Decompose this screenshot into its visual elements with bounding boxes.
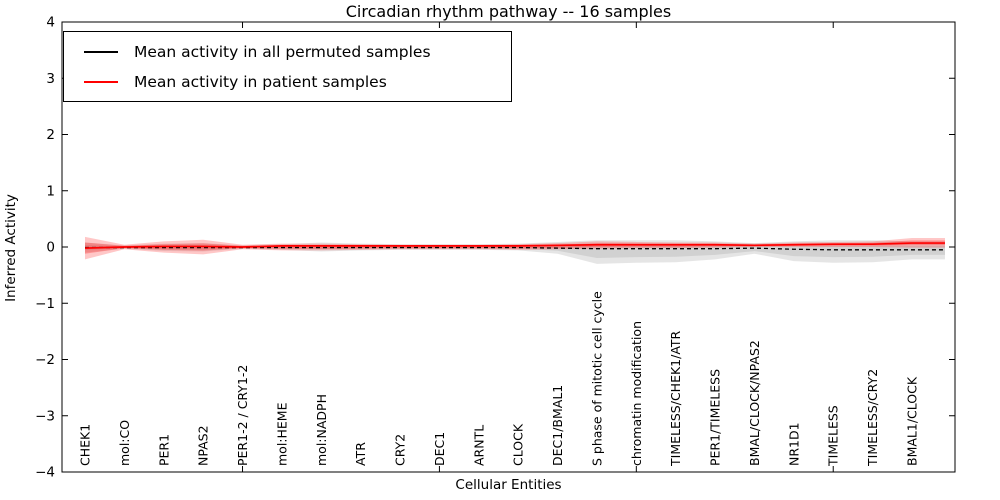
category-label: S phase of mitotic cell cycle: [589, 291, 604, 466]
legend-label-permuted: Mean activity in all permuted samples: [134, 42, 431, 61]
permuted-mean-line: [85, 246, 945, 251]
category-label: BMAL1/CLOCK: [904, 376, 919, 466]
category-label: BMAL/CLOCK/NPAS2: [747, 340, 762, 466]
category-label: PER1/TIMELESS: [708, 369, 723, 466]
category-label: NR1D1: [786, 422, 801, 466]
legend-item-patient: Mean activity in patient samples: [76, 71, 501, 92]
category-label: ARNTL: [471, 425, 486, 466]
legend-box: Mean activity in all permuted samples Me…: [63, 31, 512, 102]
category-label: CHEK1: [78, 424, 93, 466]
category-label: CLOCK: [511, 423, 526, 466]
legend-label-patient: Mean activity in patient samples: [134, 72, 387, 91]
legend-item-permuted: Mean activity in all permuted samples: [76, 41, 501, 62]
category-label: CRY2: [393, 434, 408, 466]
category-label: DEC1: [432, 432, 447, 466]
category-label: TIMELESS: [826, 405, 841, 467]
category-label: DEC1/BMAL1: [550, 385, 565, 466]
y-tick-label: 3: [46, 71, 55, 87]
chart-title: Circadian rhythm pathway -- 16 samples: [345, 2, 672, 21]
y-tick-label: 4: [46, 15, 55, 31]
y-tick-label: 2: [46, 127, 55, 143]
category-label: TIMELESS/CHEK1/ATR: [668, 330, 683, 467]
category-label: mol:CO: [117, 420, 132, 466]
category-label: ATR: [353, 442, 368, 466]
patient-mean-line: [84, 242, 945, 249]
y-tick-label: −2: [35, 352, 55, 368]
category-label: mol:NADPH: [314, 394, 329, 466]
permuted-line-swatch: [84, 50, 118, 53]
y-tick-label: −4: [35, 465, 55, 481]
category-label: NPAS2: [196, 425, 211, 466]
category-label: chromatin modification: [629, 321, 644, 466]
category-label: PER1: [156, 434, 171, 466]
y-tick-label: 1: [46, 183, 55, 199]
y-tick-label: −1: [35, 296, 55, 312]
y-tick-label: −3: [35, 408, 55, 424]
category-label: TIMELESS/CRY2: [865, 369, 880, 467]
category-label: PER1-2 / CRY1-2: [235, 365, 250, 466]
x-axis-label: Cellular Entities: [455, 477, 562, 493]
y-axis-label: Inferred Activity: [3, 194, 19, 302]
y-tick-label: 0: [46, 240, 55, 256]
category-label: mol:HEME: [274, 402, 289, 466]
patient-line-swatch: [84, 80, 118, 83]
